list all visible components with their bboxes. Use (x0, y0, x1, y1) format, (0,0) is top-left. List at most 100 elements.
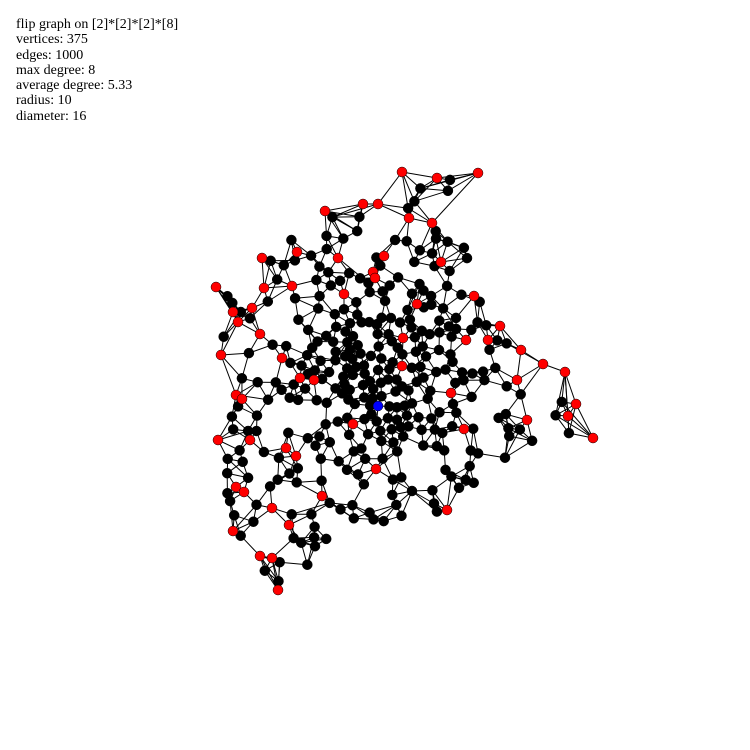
radius: radius: 10 (16, 93, 72, 109)
graph-vertex (434, 315, 445, 326)
graph-vertex (477, 366, 489, 377)
graph-vertex (332, 416, 344, 427)
graph-vertex (251, 410, 263, 421)
graph-edge (414, 177, 438, 202)
graph-vertex (460, 474, 471, 486)
graph-vertex (418, 440, 429, 451)
graph-vertex (242, 425, 254, 437)
graph-vertex (376, 390, 387, 402)
graph-edge (232, 504, 257, 532)
graph-vertex (501, 338, 512, 349)
graph-vertex (273, 575, 284, 587)
graph-edge (324, 203, 364, 212)
graph-vertex (339, 379, 350, 390)
edges-count: edges: 1000 (16, 47, 84, 63)
graph-vertex (327, 211, 338, 223)
graph-vertex (409, 196, 420, 207)
graph-vertex-red (494, 320, 506, 332)
graph-edge (401, 171, 409, 209)
graph-vertex (443, 321, 455, 332)
graph-vertex (323, 267, 334, 278)
graph-vertex (429, 424, 441, 435)
graph-vertex (283, 427, 294, 439)
graph-vertex (458, 242, 470, 254)
graph-vertex (347, 353, 358, 365)
graph-vertex-red (212, 434, 224, 446)
graph-vertex-red (308, 374, 320, 386)
graph-vertex (396, 510, 407, 522)
graph-stats-panel: flip graph on [2]*[2]*[2]*[8] vertices: … (16, 17, 178, 124)
max-degree: max degree: 8 (16, 62, 96, 78)
graph-vertex (291, 477, 302, 488)
graph-vertex (437, 303, 449, 314)
graph-vertex (514, 424, 526, 435)
graph-vertex (309, 521, 320, 533)
graph-vertex (467, 423, 479, 434)
graph-vertex (325, 280, 337, 291)
graph-vertex (280, 340, 292, 352)
graph-vertex (354, 211, 365, 223)
graph-vertex-red (254, 550, 266, 562)
graph-vertex (314, 290, 325, 302)
graph-vertex-red (338, 288, 350, 300)
graph-title: flip graph on [2]*[2]*[2]*[8] (16, 17, 179, 32)
graph-vertex-red (441, 504, 453, 516)
graph-vertex (321, 230, 332, 242)
graph-vertex-red (215, 349, 227, 361)
graph-vertex (550, 410, 561, 421)
graph-vertex (227, 297, 238, 309)
graph-vertex (406, 362, 418, 374)
graph-vertex (466, 324, 477, 336)
graph-vertex (302, 559, 313, 570)
graph-vertex (420, 351, 432, 362)
graph-vertex (221, 467, 233, 479)
graph-vertex (413, 412, 424, 423)
graph-vertex (338, 304, 350, 315)
graph-vertex (293, 314, 304, 325)
graph-vertex (365, 350, 377, 362)
graph-vertex-red (291, 246, 303, 258)
graph-vertex (351, 225, 363, 237)
graph-vertex-red (426, 217, 438, 229)
graph-vertex (324, 497, 335, 509)
graph-edge (332, 203, 364, 218)
graph-vertex (392, 342, 403, 353)
graph-vertex (526, 435, 538, 447)
graph-vertex-red (397, 332, 409, 344)
graph-vertex (351, 296, 362, 308)
graph-vertex-red (511, 374, 523, 386)
graph-vertex (316, 475, 327, 486)
graph-vertex (235, 530, 246, 541)
graph-vertex (301, 349, 313, 361)
graph-vertex (424, 328, 435, 340)
graph-vertex (434, 407, 445, 418)
graph-vertex (431, 366, 442, 378)
graph-vertex (244, 313, 256, 324)
graph-vertex (414, 278, 425, 290)
graph-vertex (334, 275, 346, 287)
graph-vertex (396, 381, 408, 392)
graph-vertex-red (472, 167, 484, 179)
graph-vertex (372, 364, 384, 376)
graph-vertex (348, 513, 360, 524)
graph-vertex (394, 317, 406, 328)
graph-vertex (447, 356, 458, 368)
graph-vertex-red (236, 393, 248, 405)
graph-vertex-red (587, 432, 599, 444)
graph-vertex (440, 464, 451, 476)
graph-vertex (406, 288, 418, 299)
graph-vertex-red (316, 490, 328, 502)
graph-vertex (466, 391, 477, 403)
graph-edge (220, 321, 239, 356)
graph-vertex-red (256, 252, 268, 264)
graph-vertex-red (232, 316, 244, 328)
graph-vertex (284, 468, 295, 479)
graph-vertex-red (570, 398, 582, 410)
graph-vertex (415, 183, 426, 194)
graph-vertex-red (347, 418, 359, 430)
graph-vertex (323, 366, 335, 378)
graph-vertex (444, 174, 456, 186)
graph-vertex (364, 286, 375, 298)
graph-vertex (515, 389, 526, 400)
graph-vertex (402, 304, 413, 316)
